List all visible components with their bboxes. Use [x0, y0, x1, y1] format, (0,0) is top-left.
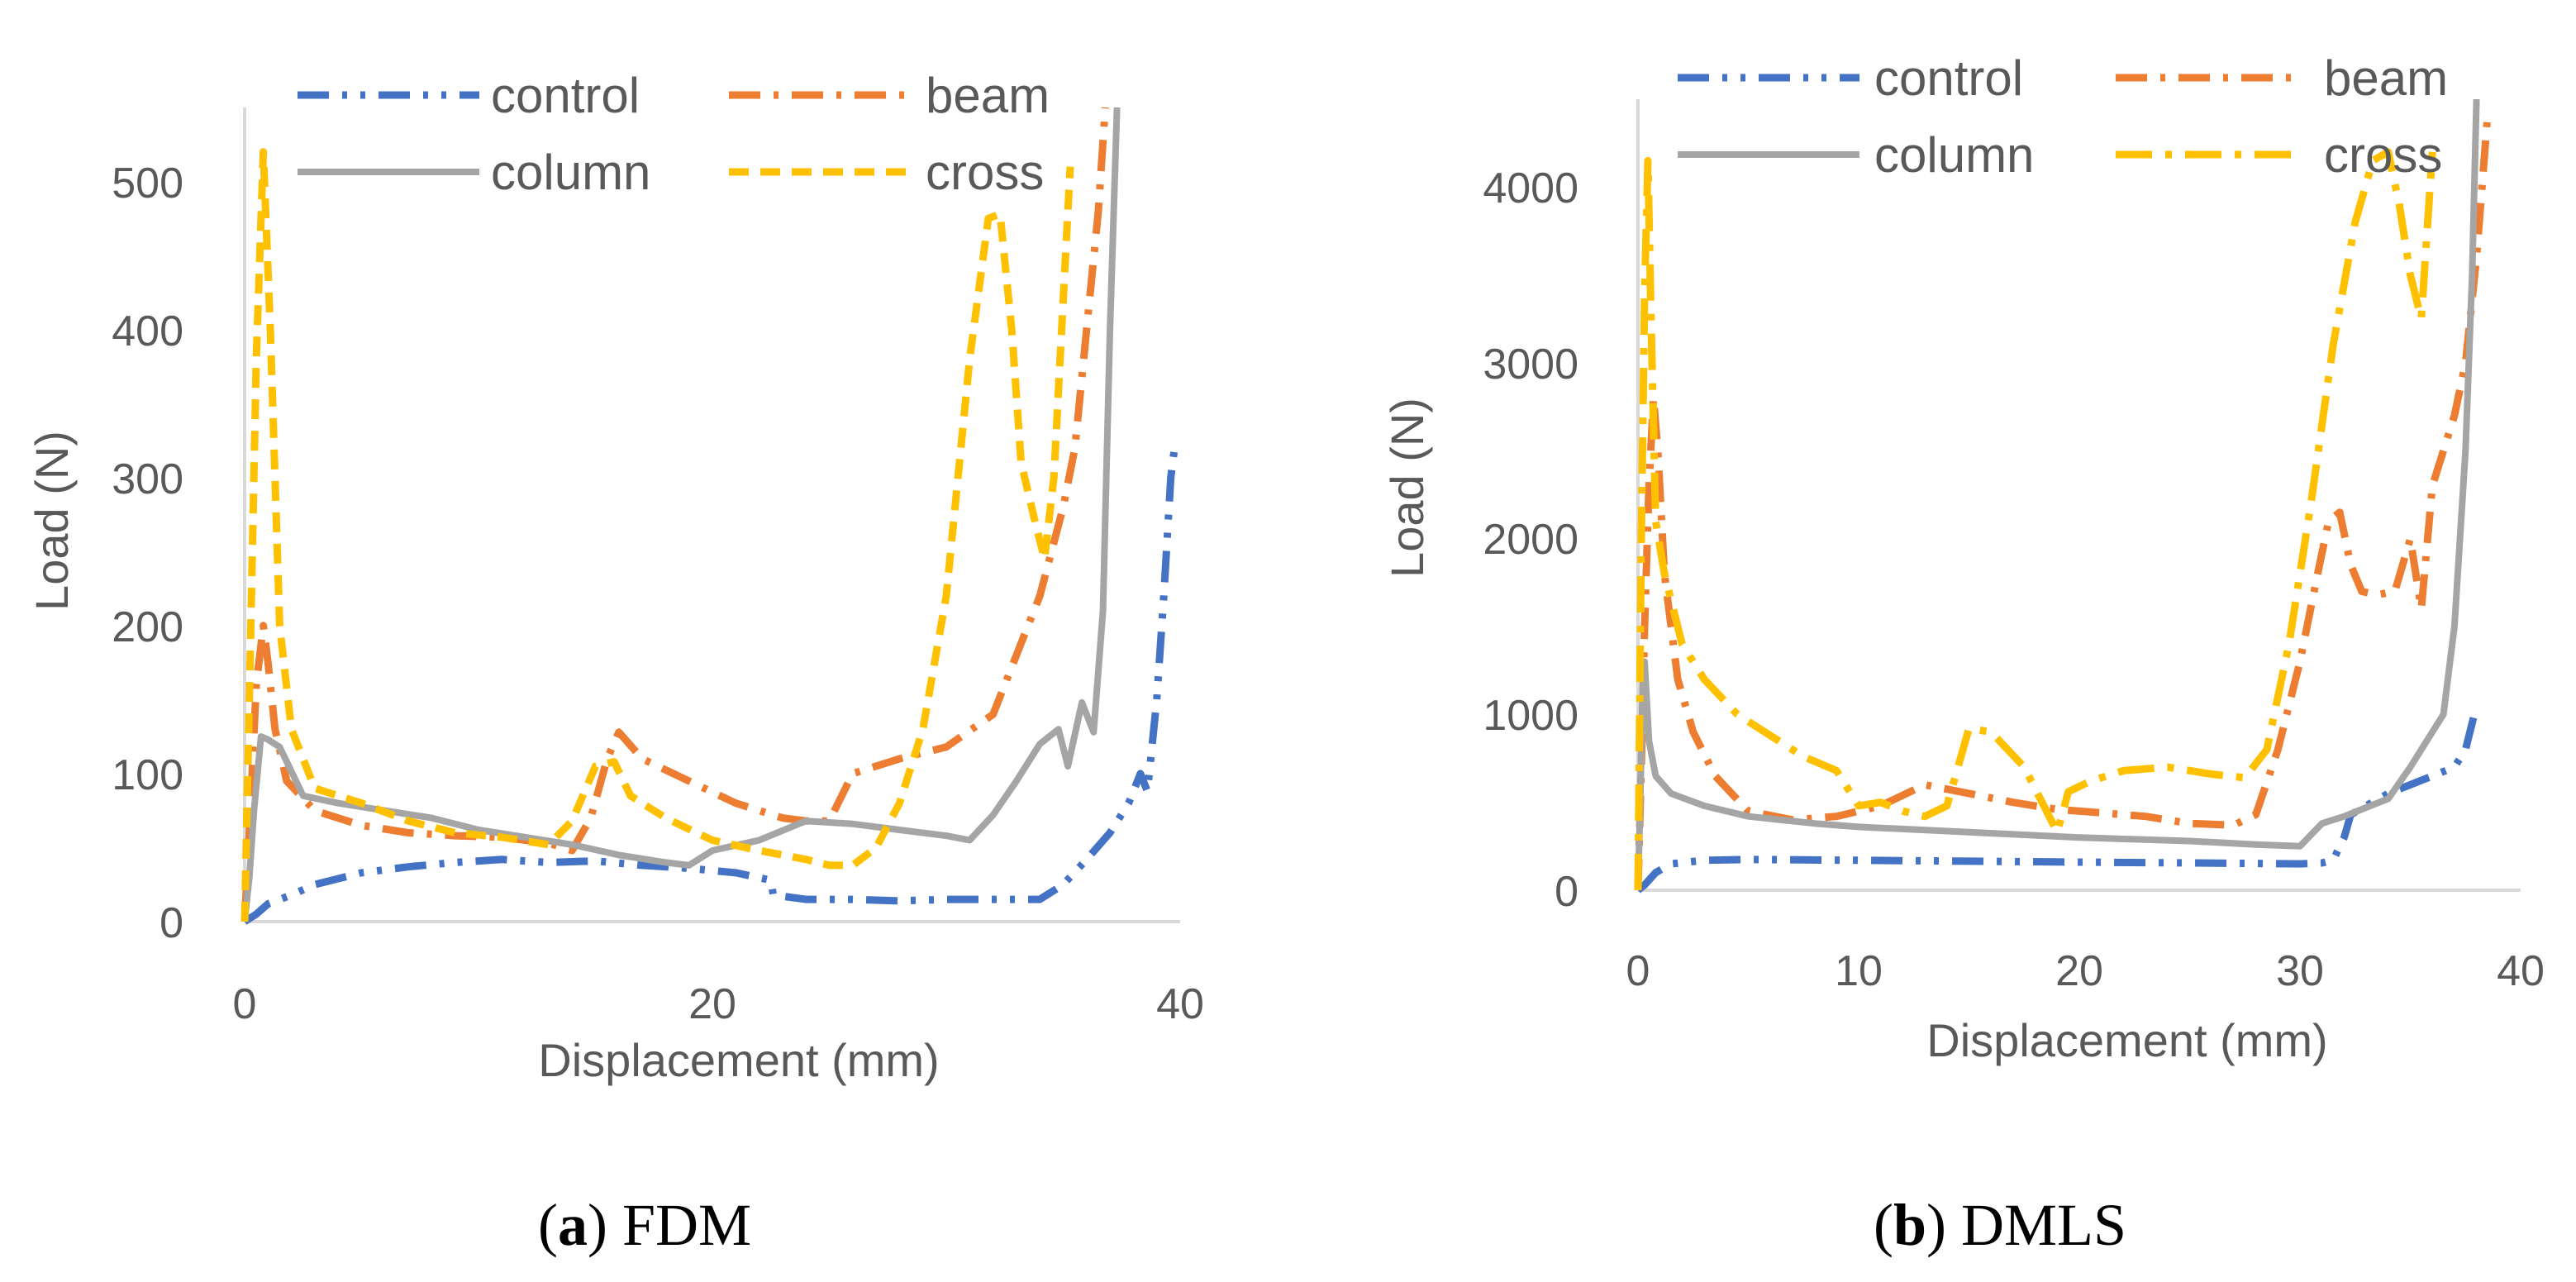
series-line-beam: [240, 107, 1109, 922]
chart-panel-b: 0 1000 2000 3000 4000 0 10 20 30 40 Disp…: [1381, 50, 2545, 1258]
y-tick-label: 0: [1555, 868, 1578, 916]
caption-text-b: DMLS: [1961, 1192, 2126, 1258]
series-line-control: [1636, 704, 2480, 894]
series-group-b: [1634, 98, 2492, 894]
series-line-column: [1635, 98, 2480, 891]
x-tick-label: 40: [2497, 947, 2545, 995]
x-tick-label: 10: [1835, 947, 1883, 995]
y-tick-label: 0: [160, 899, 183, 947]
legend-label-beam: beam: [926, 68, 1050, 123]
caption-b: (b) DMLS: [1874, 1192, 2126, 1258]
caption-a: (a) FDM: [538, 1192, 751, 1258]
legend-label-control: control: [1874, 50, 2023, 106]
series-line-cross: [240, 148, 1074, 922]
series-line-column: [241, 107, 1121, 922]
y-axis-title-b: Load (N): [1381, 398, 1433, 578]
x-axis-title-a: Displacement (mm): [538, 1034, 939, 1086]
series-line-cross: [1634, 148, 2436, 891]
caption-letter-a: a: [558, 1192, 588, 1258]
series-line-beam: [1634, 116, 2492, 891]
y-tick-label: 3000: [1483, 341, 1578, 388]
legend-label-cross: cross: [2324, 127, 2442, 183]
x-tick-label: 0: [1626, 947, 1650, 995]
y-tick-label: 1000: [1483, 692, 1578, 740]
legend-label-column: column: [1874, 127, 2034, 183]
y-tick-label: 100: [112, 751, 183, 799]
caption-text-a: FDM: [622, 1192, 751, 1258]
caption-letter-b: b: [1893, 1192, 1926, 1258]
x-tick-label: 20: [2055, 947, 2103, 995]
x-tick-label: 30: [2276, 947, 2324, 995]
series-line-control: [242, 440, 1179, 925]
y-tick-labels-a: 0 100 200 300 400 500: [112, 160, 183, 947]
x-tick-label: 40: [1156, 980, 1204, 1028]
y-tick-label: 2000: [1483, 516, 1578, 564]
x-tick-labels-a: 0 20 40: [233, 980, 1204, 1028]
y-tick-label: 400: [112, 307, 183, 355]
x-tick-label: 20: [688, 980, 736, 1028]
y-tick-label: 4000: [1483, 164, 1578, 212]
legend-label-control: control: [491, 68, 640, 123]
y-tick-label: 300: [112, 455, 183, 503]
legend-a: control beam column cross: [298, 68, 1050, 200]
y-tick-labels-b: 0 1000 2000 3000 4000: [1483, 164, 1578, 916]
y-tick-label: 200: [112, 603, 183, 651]
legend-b: control beam column cross: [1678, 50, 2448, 183]
x-tick-labels-b: 0 10 20 30 40: [1626, 947, 2545, 995]
series-group-a: [240, 107, 1179, 925]
y-tick-label: 500: [112, 160, 183, 207]
legend-label-beam: beam: [2324, 50, 2448, 106]
chart-panel-a: 0 100 200 300 400 500 0 20 40 Displaceme…: [26, 68, 1204, 1258]
legend-label-column: column: [491, 145, 650, 200]
x-tick-label: 0: [233, 980, 257, 1028]
y-axis-title-a: Load (N): [26, 431, 78, 611]
x-axis-title-b: Displacement (mm): [1926, 1014, 2327, 1066]
legend-label-cross: cross: [926, 145, 1044, 200]
